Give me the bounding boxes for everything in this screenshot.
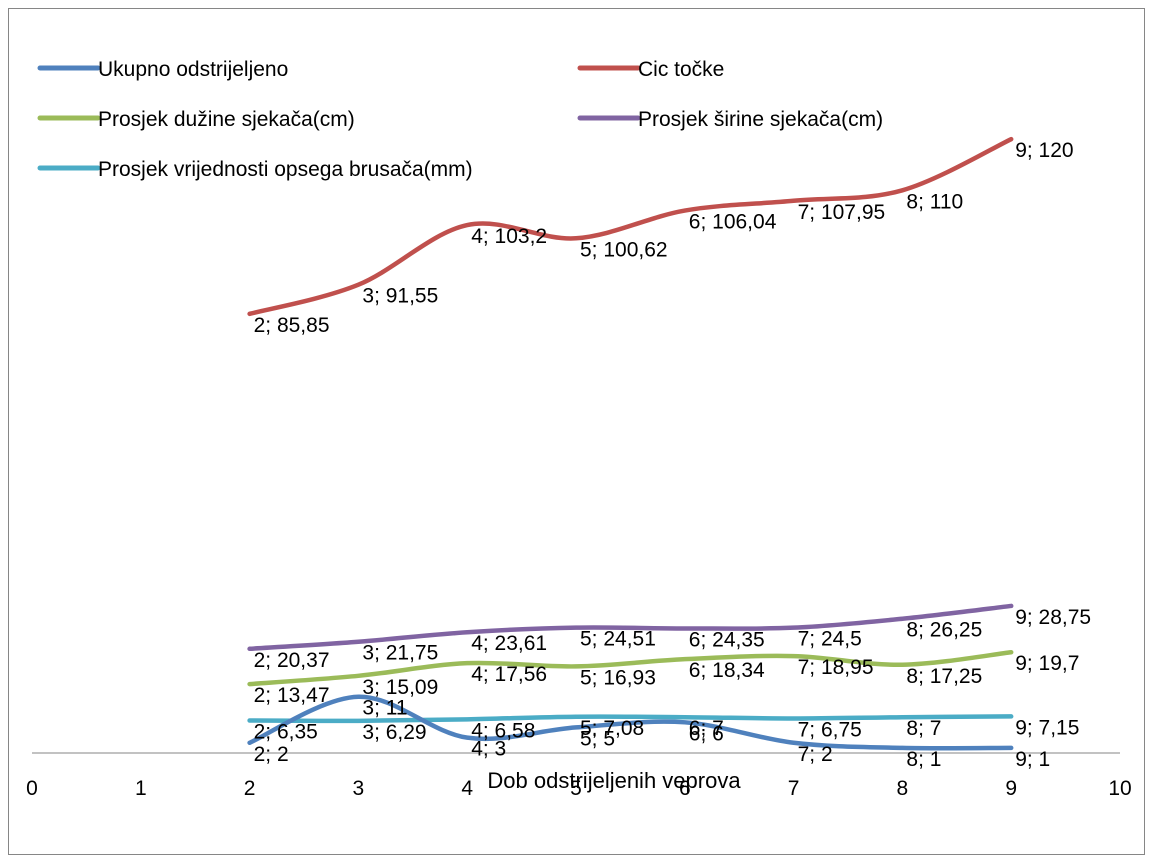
series-layer <box>247 136 1014 751</box>
x-axis-title: Dob odstrijeljenih veprova <box>487 768 741 793</box>
data-label: 8; 26,25 <box>906 619 982 642</box>
data-label: 4; 103,2 <box>471 225 547 248</box>
x-tick-label: 5 <box>570 777 582 800</box>
data-label: 2; 13,47 <box>254 684 330 707</box>
data-label: 2; 2 <box>254 743 289 766</box>
series-line <box>247 649 1014 687</box>
data-label: 9; 1 <box>1015 748 1050 771</box>
data-label: 6; 7 <box>689 717 724 740</box>
data-label: 7; 2 <box>798 743 833 766</box>
legend-label: Prosjek vrijednosti opsega brusača(mm) <box>98 158 473 181</box>
data-label: 6; 18,34 <box>689 659 765 682</box>
data-label: 7; 6,75 <box>798 718 862 741</box>
data-label: 2; 20,37 <box>254 649 330 672</box>
data-label: 9; 28,75 <box>1015 606 1091 629</box>
data-label: 8; 1 <box>906 748 941 771</box>
data-label: 2; 85,85 <box>254 314 330 337</box>
data-label: 8; 17,25 <box>906 665 982 688</box>
x-tick-label: 1 <box>135 777 147 800</box>
data-label: 5; 100,62 <box>580 238 668 261</box>
data-label: 5; 16,93 <box>580 666 656 689</box>
legend: Ukupno odstrijeljeno Cic točke Prosjek duž… <box>37 58 883 181</box>
data-label: 5; 24,51 <box>580 628 656 651</box>
data-label: 7; 107,95 <box>798 201 886 224</box>
data-label: 3; 91,55 <box>362 285 438 308</box>
data-label: 6; 24,35 <box>689 628 765 651</box>
x-tick-label: 10 <box>1108 777 1131 800</box>
x-tick-label: 2 <box>244 777 256 800</box>
data-label: 3; 21,75 <box>362 642 438 665</box>
data-label: 4; 17,56 <box>471 663 547 686</box>
series-line <box>247 714 1014 724</box>
data-label: 9; 120 <box>1015 139 1073 162</box>
data-label: 5; 7,08 <box>580 717 644 740</box>
data-label: 7; 18,95 <box>798 656 874 679</box>
legend-label: Prosjek širine sjekača(cm) <box>638 108 883 131</box>
x-tick-label: 6 <box>679 777 691 800</box>
data-label: 3; 15,09 <box>362 676 438 699</box>
data-label: 4; 6,58 <box>471 719 535 742</box>
data-label: 8; 7 <box>906 717 941 740</box>
data-label: 6; 6 <box>689 722 724 745</box>
chart-frame <box>8 8 1145 855</box>
data-label: 3; 6,29 <box>362 721 426 744</box>
data-label: 9; 7,15 <box>1015 716 1079 739</box>
x-tick-label: 4 <box>461 777 473 800</box>
x-tick-label: 8 <box>897 777 909 800</box>
data-label: 4; 23,61 <box>471 632 547 655</box>
data-label: 2; 6,35 <box>254 721 318 744</box>
data-label: 7; 24,5 <box>798 628 862 651</box>
data-labels: 2; 2 3; 11 4; 3 5; 5 6; 6 7; 2 8; 1 9; 1 2; 85,8… <box>254 139 1092 771</box>
data-label: 4; 3 <box>471 738 506 761</box>
x-tick-label: 9 <box>1005 777 1017 800</box>
legend-label: Cic točke <box>638 58 724 81</box>
series-line <box>247 136 1014 317</box>
data-label: 8; 110 <box>906 190 963 213</box>
x-tick-label: 0 <box>26 777 38 800</box>
data-label: 6; 106,04 <box>689 211 777 234</box>
data-label: 5; 5 <box>580 727 615 750</box>
legend-label: Prosjek dužine sjekača(cm) <box>98 108 355 131</box>
data-label: 3; 11 <box>362 697 407 720</box>
x-tick-label: 3 <box>353 777 365 800</box>
data-label: 9; 19,7 <box>1015 652 1079 675</box>
x-tick-label: 7 <box>788 777 800 800</box>
x-tick-labels: 0 1 2 3 4 5 6 7 8 9 10 <box>26 777 1132 800</box>
series-line <box>247 694 1014 751</box>
legend-label: Ukupno odstrijeljeno <box>98 58 288 81</box>
series-line <box>247 603 1014 652</box>
